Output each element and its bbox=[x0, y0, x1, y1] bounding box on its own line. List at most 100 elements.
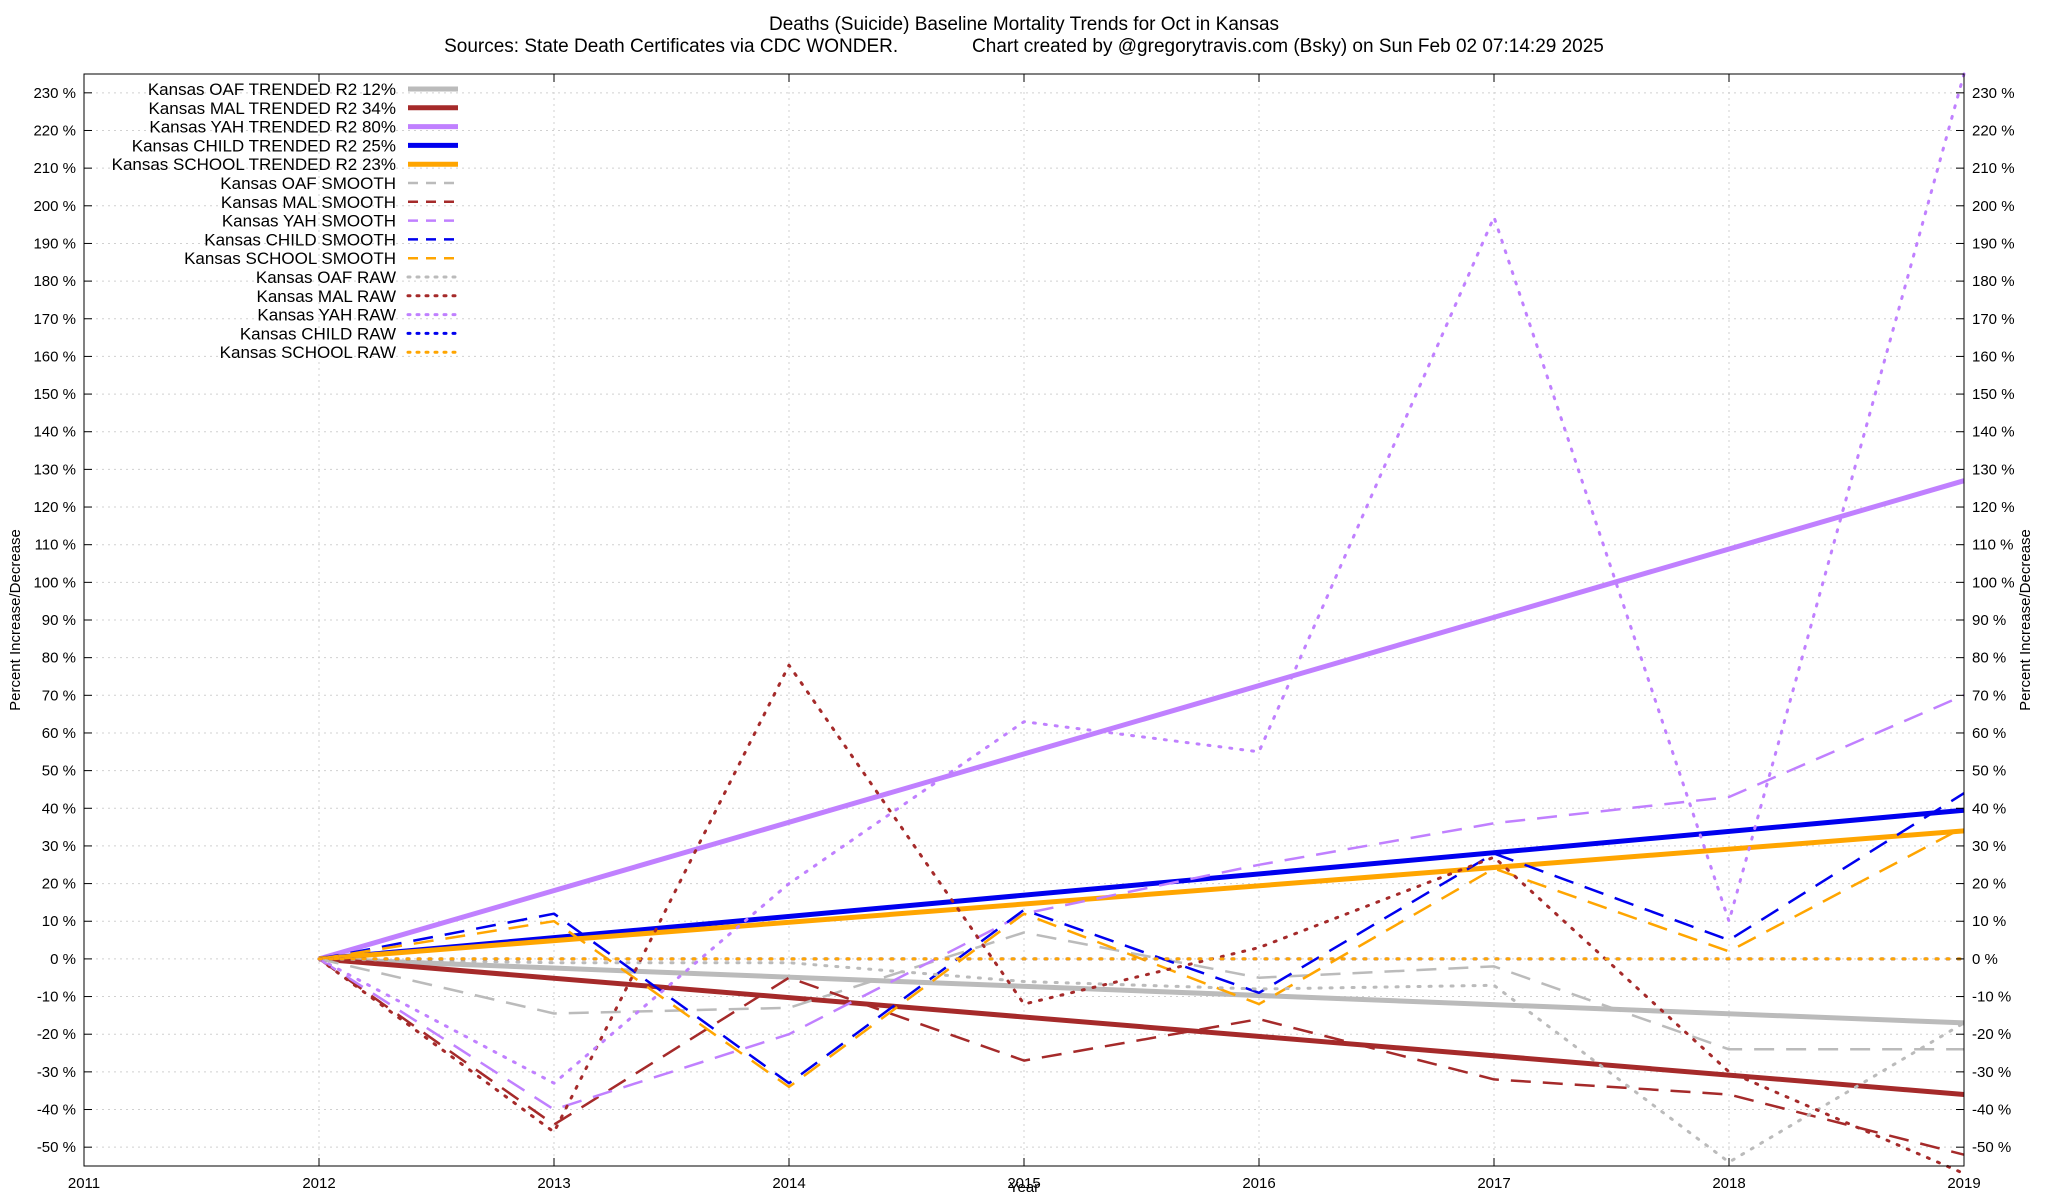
y-tick-label-right: 100 % bbox=[1972, 574, 2015, 591]
y-tick-label-right: 30 % bbox=[1972, 838, 2006, 855]
y-tick-label-right: 50 % bbox=[1972, 763, 2006, 780]
x-tick-label: 2016 bbox=[1242, 1175, 1275, 1192]
chart-title-block: Deaths (Suicide) Baseline Mortality Tren… bbox=[0, 14, 2048, 58]
y-tick-label-right: 60 % bbox=[1972, 725, 2006, 742]
y-tick-label-left: 70 % bbox=[42, 687, 76, 704]
y-tick-label-left: 50 % bbox=[42, 763, 76, 780]
y-tick-label-right: 10 % bbox=[1972, 913, 2006, 930]
series-line bbox=[318, 956, 1965, 1097]
y-tick-label-left: -20 % bbox=[37, 1026, 76, 1043]
y-tick-label-left: 220 % bbox=[33, 122, 76, 139]
y-tick-label-left: 180 % bbox=[33, 273, 76, 290]
y-tick-label-left: 40 % bbox=[42, 800, 76, 817]
x-tick-label: 2013 bbox=[537, 1175, 570, 1192]
y-tick-label-right: 80 % bbox=[1972, 650, 2006, 667]
y-tick-label-left: 230 % bbox=[33, 85, 76, 102]
y-tick-label-left: 10 % bbox=[42, 913, 76, 930]
x-tick-label: 2011 bbox=[68, 1175, 100, 1192]
y-tick-label-right: -10 % bbox=[1972, 989, 2011, 1006]
y-tick-label-right: 40 % bbox=[1972, 800, 2006, 817]
y-tick-label-right: 230 % bbox=[1972, 85, 2015, 102]
legend: Kansas OAF TRENDED R2 12%Kansas MAL TREN… bbox=[112, 80, 460, 362]
series-line bbox=[318, 828, 1965, 962]
y-tick-label-left: 60 % bbox=[42, 725, 76, 742]
y-tick-label-right: 120 % bbox=[1972, 499, 2015, 516]
legend-label: Kansas YAH TRENDED R2 80% bbox=[149, 118, 396, 137]
legend-label: Kansas CHILD SMOOTH bbox=[204, 230, 396, 249]
y-tick-label-left: 190 % bbox=[33, 235, 76, 252]
y-tick-label-left: 30 % bbox=[42, 838, 76, 855]
series-line bbox=[318, 694, 1965, 1111]
y-tick-label-left: -10 % bbox=[37, 989, 76, 1006]
legend-label: Kansas CHILD TRENDED R2 25% bbox=[132, 136, 396, 155]
series-line bbox=[317, 72, 1966, 1085]
y-tick-label-right: 220 % bbox=[1972, 122, 2015, 139]
series-line bbox=[318, 807, 1965, 962]
legend-label: Kansas CHILD RAW bbox=[240, 324, 396, 343]
y-tick-label-left: -40 % bbox=[37, 1102, 76, 1119]
chart-subtitle: Sources: State Death Certificates via CD… bbox=[444, 36, 1604, 57]
series-layer bbox=[317, 72, 1966, 1175]
y-axis-label-right: Percent Increase/Decrease bbox=[2017, 529, 2034, 711]
y-tick-label-left: 150 % bbox=[33, 386, 76, 403]
x-tick-label: 2019 bbox=[1947, 1175, 1980, 1192]
y-tick-label-right: 130 % bbox=[1972, 461, 2015, 478]
y-tick-label-right: 170 % bbox=[1972, 311, 2015, 328]
series-line bbox=[318, 792, 1965, 1085]
y-tick-label-left: -30 % bbox=[37, 1064, 76, 1081]
x-tick-label: 2014 bbox=[772, 1175, 805, 1192]
x-tick-label: 2017 bbox=[1477, 1175, 1510, 1192]
y-tick-label-left: 200 % bbox=[33, 198, 76, 215]
y-tick-label-right: 20 % bbox=[1972, 876, 2006, 893]
legend-label: Kansas MAL RAW bbox=[256, 287, 396, 306]
y-tick-label-right: 210 % bbox=[1972, 160, 2015, 177]
legend-label: Kansas YAH SMOOTH bbox=[222, 212, 396, 231]
ticks: 2011 2012 2013 2014 2015 2016 2017 2018 2019 230 … bbox=[33, 74, 2015, 1192]
y-tick-label-left: 170 % bbox=[33, 311, 76, 328]
legend-label: Kansas OAF SMOOTH bbox=[220, 174, 396, 193]
y-tick-label-right: 70 % bbox=[1972, 687, 2006, 704]
y-tick-label-right: 200 % bbox=[1972, 198, 2015, 215]
legend-label: Kansas OAF TRENDED R2 12% bbox=[148, 80, 396, 99]
y-tick-label-left: 0 % bbox=[50, 951, 76, 968]
y-tick-label-left: 120 % bbox=[33, 499, 76, 516]
legend-label: Kansas SCHOOL RAW bbox=[220, 343, 396, 362]
y-axis-label-left: Percent Increase/Decrease bbox=[7, 529, 24, 711]
y-tick-label-right: -20 % bbox=[1972, 1026, 2011, 1043]
y-tick-label-right: -30 % bbox=[1972, 1064, 2011, 1081]
legend-label: Kansas MAL TRENDED R2 34% bbox=[148, 99, 396, 118]
y-tick-label-left: 90 % bbox=[42, 612, 76, 629]
y-tick-label-right: -50 % bbox=[1972, 1139, 2011, 1156]
y-tick-label-right: 160 % bbox=[1972, 348, 2015, 365]
y-tick-label-right: 90 % bbox=[1972, 612, 2006, 629]
y-tick-label-left: 160 % bbox=[33, 348, 76, 365]
grid bbox=[84, 74, 1964, 1166]
y-tick-label-right: 150 % bbox=[1972, 386, 2015, 403]
y-tick-label-left: 130 % bbox=[33, 461, 76, 478]
y-tick-label-left: 140 % bbox=[33, 424, 76, 441]
series-line bbox=[318, 825, 1965, 1089]
y-tick-label-right: 0 % bbox=[1972, 951, 1998, 968]
y-tick-label-left: 100 % bbox=[33, 574, 76, 591]
y-tick-label-left: 110 % bbox=[35, 537, 76, 554]
y-tick-label-right: 190 % bbox=[1972, 235, 2015, 252]
y-tick-label-right: 140 % bbox=[1972, 424, 2015, 441]
series-line bbox=[317, 663, 1966, 1175]
y-tick-label-right: -40 % bbox=[1972, 1102, 2011, 1119]
y-tick-label-right: 110 % bbox=[1972, 537, 2013, 554]
series-line bbox=[318, 957, 1965, 1156]
legend-label: Kansas SCHOOL SMOOTH bbox=[184, 249, 396, 268]
y-tick-label-left: 80 % bbox=[42, 650, 76, 667]
y-tick-label-left: -50 % bbox=[37, 1139, 76, 1156]
series-line bbox=[318, 931, 1964, 1051]
x-axis-label: Year bbox=[1009, 1179, 1039, 1196]
series-line bbox=[317, 957, 1966, 1164]
y-tick-label-left: 210 % bbox=[33, 160, 76, 177]
y-tick-label-left: 20 % bbox=[42, 876, 76, 893]
legend-label: Kansas OAF RAW bbox=[256, 268, 396, 287]
legend-label: Kansas MAL SMOOTH bbox=[221, 193, 396, 212]
chart-title: Deaths (Suicide) Baseline Mortality Tren… bbox=[768, 14, 1280, 35]
series-line bbox=[318, 956, 1965, 1026]
series-line bbox=[318, 478, 1965, 962]
